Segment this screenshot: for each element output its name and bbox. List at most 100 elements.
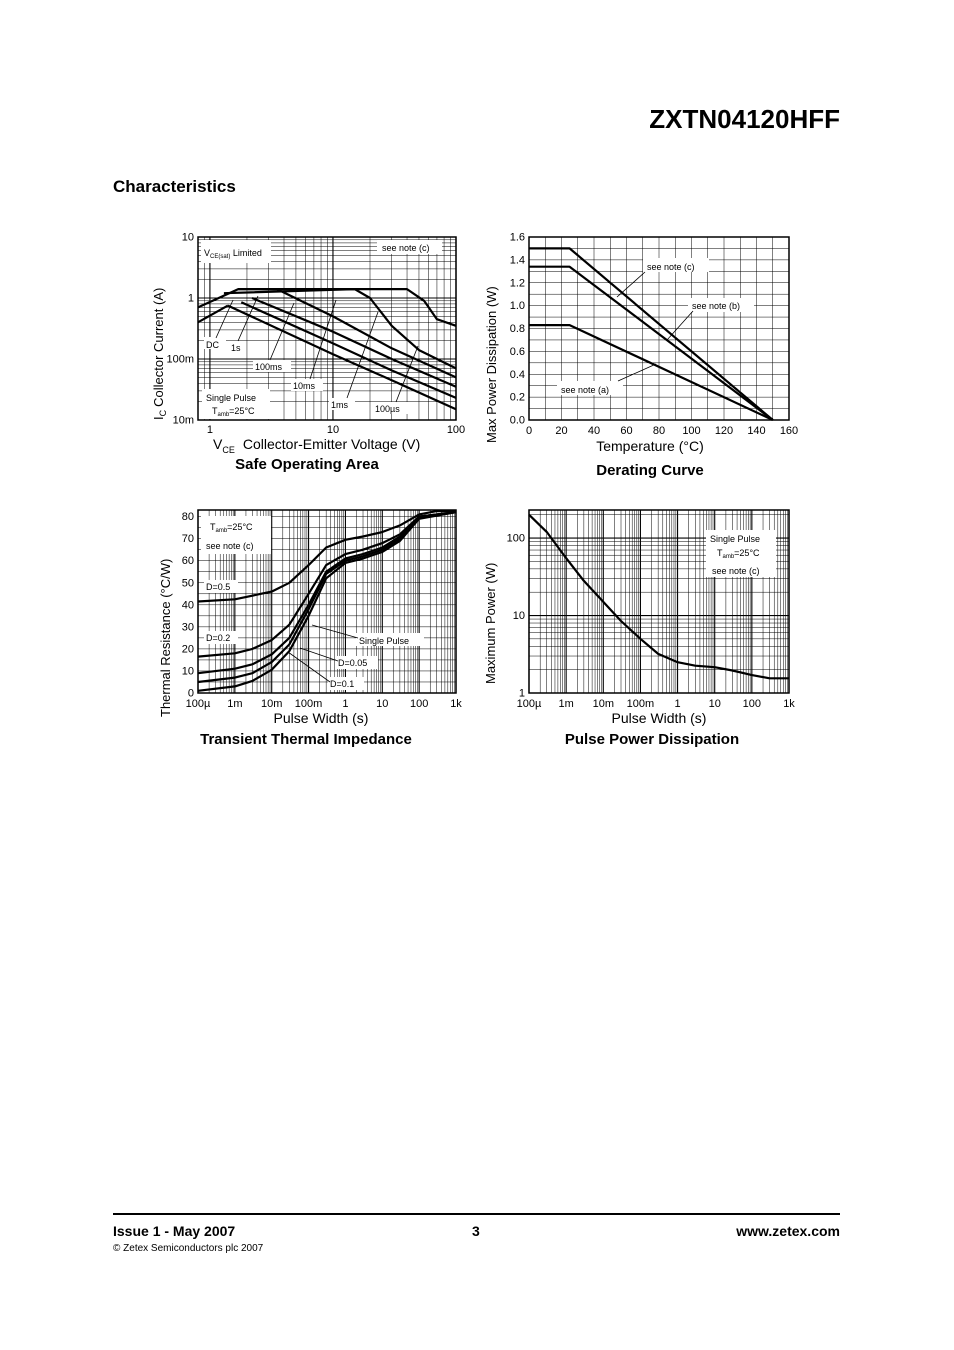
thermal-ytick-label: 0 xyxy=(188,688,194,700)
soa-note: see note (c) xyxy=(382,243,430,253)
thermal-chart: 100µ 1m 10m 100m 1 10 100 1k 0 10 20 30 40 50 60 70 80 T… xyxy=(158,509,462,726)
soa-ytick-label: 100m xyxy=(166,354,194,366)
derating-xlabel: Temperature (°C) xyxy=(596,438,704,454)
soa-series-line-4 xyxy=(240,301,457,399)
thermal-xlabel: Pulse Width (s) xyxy=(274,710,369,726)
pulse-xtick-label: 1m xyxy=(559,698,574,710)
thermal-d005-label: D=0.05 xyxy=(338,658,367,668)
pulse-ytick-label: 100 xyxy=(507,533,525,545)
soa-series-line-1 xyxy=(223,288,457,370)
thermal-xtick-label: 1m xyxy=(227,698,242,710)
thermal-d01-label: D=0.1 xyxy=(330,679,354,689)
pulse-xtick-label: 1 xyxy=(675,698,681,710)
soa-xtick-label: 1 xyxy=(207,424,213,436)
soa-dc-label: DC xyxy=(206,340,219,350)
pulse-xtick-label: 10 xyxy=(709,698,721,710)
pulse-xlabel: Pulse Width (s) xyxy=(612,710,707,726)
thermal-series-line-3 xyxy=(197,511,457,684)
derating-ytick-label: 0.8 xyxy=(510,323,525,335)
thermal-ytick-label: 40 xyxy=(182,599,194,611)
derating-series-line-0 xyxy=(529,247,774,421)
thermal-ytick-label: 80 xyxy=(182,511,194,523)
thermal-xtick-label: 10 xyxy=(376,698,388,710)
pulse-ylabel: Maximum Power (W) xyxy=(483,563,498,684)
pulse-ytick-label: 10 xyxy=(513,610,525,622)
derating-ytick-label: 0.4 xyxy=(510,369,525,381)
derating-xtick-label: 40 xyxy=(588,425,600,437)
soa-10ms-label: 10ms xyxy=(293,381,316,391)
soa-vcesat-label: VCE(sat) Limited xyxy=(204,248,262,260)
thermal-d02-label: D=0.2 xyxy=(206,633,230,643)
footer-issue: Issue 1 - May 2007 xyxy=(113,1223,236,1239)
thermal-xtick-label: 100m xyxy=(295,698,323,710)
derating-note-c: see note (c) xyxy=(647,262,695,272)
derating-ylabel: Max Power Dissipation (W) xyxy=(484,286,499,443)
soa-tamb: Tamb=25°C xyxy=(212,406,255,418)
thermal-xtick-label: 100µ xyxy=(186,698,211,710)
footer-rule xyxy=(113,1213,840,1215)
soa-xlabel: VCE Collector-Emitter Voltage (V) xyxy=(213,436,420,455)
part-number: ZXTN04120HFF xyxy=(649,104,840,134)
pulse-xtick-label: 1k xyxy=(783,698,795,710)
thermal-xtick-label: 10m xyxy=(261,698,282,710)
derating-xtick-label: 80 xyxy=(653,425,665,437)
soa-xtick-label: 10 xyxy=(327,424,339,436)
thermal-tamb: Tamb=25°C xyxy=(210,522,253,534)
thermal-ytick-label: 50 xyxy=(182,577,194,589)
derating-note-a: see note (a) xyxy=(561,385,609,395)
thermal-ytick-label: 30 xyxy=(182,621,194,633)
derating-ytick-label: 0.6 xyxy=(510,346,525,358)
derating-ytick-label: 1.4 xyxy=(510,254,525,266)
derating-xtick-label: 100 xyxy=(682,425,700,437)
soa-series-line-6 xyxy=(197,304,229,324)
soa-leader-lines xyxy=(215,295,419,403)
footer-page-number: 3 xyxy=(472,1223,480,1239)
soa-1s-label: 1s xyxy=(231,343,241,353)
thermal-xtick-label: 1k xyxy=(450,698,462,710)
thermal-ylabel: Thermal Resistance (°C/W) xyxy=(158,559,173,717)
derating-xtick-label: 140 xyxy=(747,425,765,437)
soa-chart: 1 10 100 10 1 100m 10m VCE(sat) Limited see no… xyxy=(151,232,465,456)
soa-100ms-label: 100ms xyxy=(255,362,283,372)
derating-ytick-label: 0.2 xyxy=(510,392,525,404)
thermal-ytick-label: 20 xyxy=(182,643,194,655)
soa-series-line-5 xyxy=(227,304,457,411)
soa-single-pulse: Single Pulse xyxy=(206,393,256,403)
thermal-series-line-4 xyxy=(197,511,457,692)
soa-ytick-label: 10 xyxy=(182,232,194,244)
section-title: Characteristics xyxy=(113,177,236,196)
derating-xtick-label: 160 xyxy=(780,425,798,437)
pulse-caption: Pulse Power Dissipation xyxy=(564,731,740,748)
pulse-note: see note (c) xyxy=(712,566,760,576)
thermal-note: see note (c) xyxy=(206,541,254,551)
soa-caption: Safe Operating Area xyxy=(235,456,379,473)
derating-caption: Derating Curve xyxy=(596,462,704,479)
pulse-xtick-label: 100µ xyxy=(517,698,542,710)
pulse-xtick-label: 100 xyxy=(743,698,761,710)
derating-xtick-label: 20 xyxy=(555,425,567,437)
soa-1ms-label: 1ms xyxy=(331,400,349,410)
derating-leader-lines xyxy=(616,271,694,382)
pulse-xtick-label: 100m xyxy=(627,698,655,710)
thermal-series-line-0 xyxy=(197,510,456,603)
soa-ytick-label: 1 xyxy=(188,293,194,305)
derating-chart: 0 20 40 60 80 100 120 140 160 0.0 0.2 0.4 0.6 0.8 1.0 1… xyxy=(484,232,798,455)
thermal-leader-lines xyxy=(287,624,359,683)
thermal-ytick-label: 10 xyxy=(182,665,194,677)
derating-ytick-label: 0.0 xyxy=(510,415,525,427)
thermal-d05-label: D=0.5 xyxy=(206,582,230,592)
thermal-ytick-label: 60 xyxy=(182,555,194,567)
thermal-series-line-1 xyxy=(197,511,457,658)
pulse-single-label: Single Pulse xyxy=(710,534,760,544)
pulse-ytick-label: 1 xyxy=(519,688,525,700)
derating-xtick-label: 60 xyxy=(620,425,632,437)
derating-series-line-1 xyxy=(529,265,774,421)
soa-xtick-label: 100 xyxy=(447,424,465,436)
soa-100us-label: 100µs xyxy=(375,404,400,414)
soa-ytick-label: 10m xyxy=(173,415,194,427)
derating-ytick-label: 1.2 xyxy=(510,277,525,289)
footer-copyright: © Zetex Semiconductors plc 2007 xyxy=(113,1243,264,1254)
pulse-tamb: Tamb=25°C xyxy=(717,548,760,560)
thermal-series-line-2 xyxy=(197,511,457,675)
thermal-ytick-label: 70 xyxy=(182,533,194,545)
